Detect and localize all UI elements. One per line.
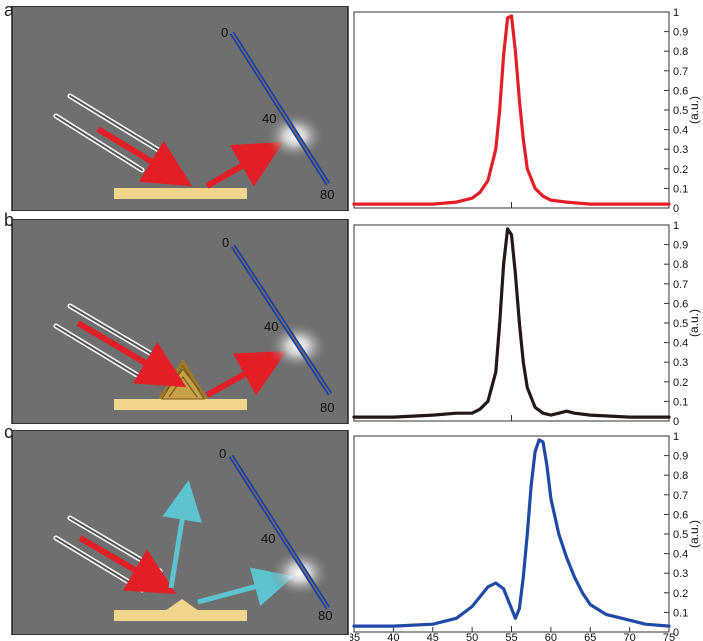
scale-label-40: 40 [262, 111, 276, 126]
scale-label-80: 80 [320, 187, 334, 202]
scale-label-80: 80 [318, 608, 332, 623]
scale-label-40: 40 [264, 319, 278, 334]
plot-frame [353, 435, 670, 633]
plot-frame [353, 11, 670, 209]
scale-label-0: 0 [221, 25, 228, 40]
y-tick-label: 0.1 [673, 183, 688, 195]
incident-beam-arrow [96, 126, 193, 187]
y-tick-label: 0.5 [673, 529, 688, 541]
y-tick-label: 0.4 [673, 549, 688, 561]
y-tick-label: 0.9 [673, 27, 688, 39]
chart-panel-c: 0 0.1 0.2 0.3 0.4 0.5 0.6 0.7 0.8 0.9 1 (a.u.) 35 40 4… [350, 431, 701, 641]
y-axis-label: (a.u.) [687, 520, 701, 548]
reflected-beam-arrow [205, 142, 284, 189]
detector-line [230, 244, 333, 396]
y-tick-label: 0.3 [673, 144, 688, 156]
y-tick-label: 0.9 [673, 240, 688, 252]
y-tick-label: 0.8 [673, 470, 688, 482]
y-tick-label: 0.1 [673, 607, 688, 619]
small-bump [165, 599, 199, 611]
y-tick-label: 0.6 [673, 509, 688, 521]
y-tick-label: 0.1 [673, 396, 688, 408]
y-axis-label: (a.u.) [687, 309, 701, 337]
x-tick-label: 75 [663, 632, 675, 641]
panel-letter-a: a [4, 0, 15, 20]
y-tick-label: 0.5 [673, 318, 688, 330]
series-line [352, 438, 671, 628]
y-tick-label: 0.7 [673, 66, 688, 78]
y-tick-label: 0.6 [673, 298, 688, 310]
y-tick-label: 0 [673, 416, 679, 427]
x-tick-label: 35 [350, 632, 360, 641]
y-tick-label: 0.2 [673, 588, 688, 600]
y-tick-label: 0.3 [673, 568, 688, 580]
scattered-beam-right-arrow [197, 567, 294, 607]
scattered-beam-up-arrow [162, 480, 202, 589]
detector-line [229, 31, 331, 186]
gold-substrate [114, 610, 247, 621]
diagram-background [11, 6, 349, 211]
y-tick-label: 0.6 [673, 85, 688, 97]
diagram-panel-c: 0 40 80 [11, 430, 349, 635]
plot-frame [353, 224, 670, 422]
scale-label-0: 0 [222, 235, 229, 250]
y-tick-label: 0.8 [673, 46, 688, 58]
series-line [352, 14, 671, 206]
x-tick-label: 70 [624, 632, 636, 641]
y-tick-label: 0.7 [673, 490, 688, 502]
y-tick-label: 1 [673, 7, 679, 19]
y-tick-label: 0.4 [673, 125, 688, 137]
scale-label-0: 0 [219, 446, 226, 461]
gold-substrate [114, 399, 247, 410]
y-tick-label: 0.2 [673, 164, 688, 176]
y-tick-label: 1 [673, 431, 679, 443]
y-tick-label: 0.9 [673, 451, 688, 463]
x-tick-label: 65 [584, 632, 596, 641]
diagram-panel-b: 0 40 80 [11, 219, 349, 424]
scale-label-80: 80 [320, 400, 334, 415]
x-tick-label: 40 [387, 632, 399, 641]
y-tick-label: 0 [673, 203, 679, 214]
chart-panel-b: 0 0.1 0.2 0.3 0.4 0.5 0.6 0.7 0.8 0.9 1 (a.u.) [352, 220, 701, 427]
x-tick-label: 45 [427, 632, 439, 641]
x-tick-label: 55 [505, 632, 517, 641]
incident-beam-arrow [76, 320, 187, 388]
y-tick-label: 0 [673, 627, 679, 639]
diagram-panel-a: 0 40 80 [11, 6, 349, 211]
gold-substrate [114, 188, 247, 199]
reflected-beam-arrow [205, 351, 287, 398]
y-tick-label: 0.2 [673, 377, 688, 389]
x-tick-label: 50 [466, 632, 478, 641]
panel-letter-c: c [4, 422, 13, 442]
y-tick-label: 0.7 [673, 279, 688, 291]
y-tick-label: 0.4 [673, 338, 688, 350]
incident-beam-arrow [78, 535, 177, 595]
y-axis-label: (a.u.) [687, 96, 701, 124]
y-tick-label: 0.5 [673, 105, 688, 117]
x-tick-label: 60 [545, 632, 557, 641]
y-tick-label: 0.3 [673, 357, 688, 369]
scale-label-40: 40 [261, 531, 275, 546]
detector-line [228, 454, 331, 610]
y-tick-label: 1 [673, 220, 679, 232]
series-line [352, 227, 671, 419]
y-tick-label: 0.8 [673, 259, 688, 271]
scattering-spot [270, 549, 330, 597]
panel-letter-b: b [4, 210, 15, 230]
chart-panel-a: 0 0.1 0.2 0.3 0.4 0.5 0.6 0.7 0.8 0.9 1 (a.u.) [352, 7, 701, 214]
